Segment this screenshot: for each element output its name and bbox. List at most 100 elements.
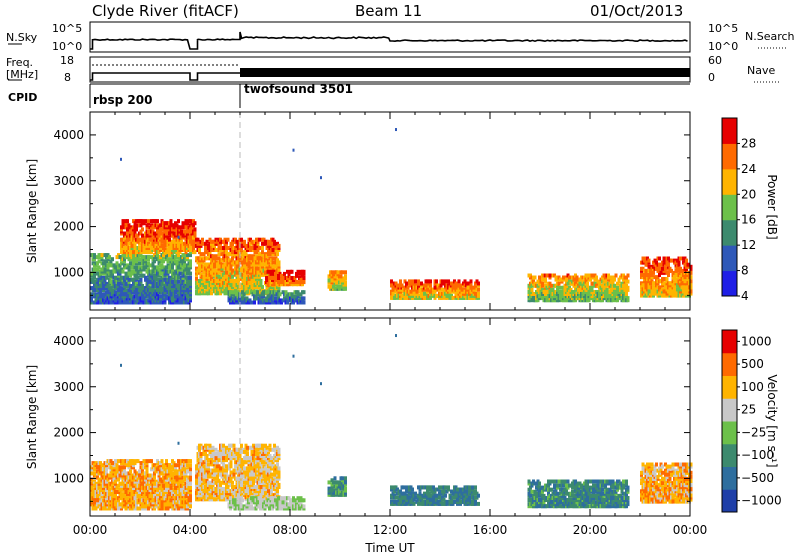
power-cell bbox=[406, 285, 410, 290]
nsky-strip-frame bbox=[89, 21, 691, 53]
power-cell bbox=[557, 298, 561, 303]
power-cell bbox=[429, 283, 432, 288]
power-cell bbox=[264, 252, 267, 257]
velocity-cell bbox=[195, 468, 198, 473]
power-cell bbox=[183, 241, 186, 246]
power-cell bbox=[598, 281, 601, 286]
velocity-cell bbox=[123, 465, 126, 470]
power-cell bbox=[670, 268, 673, 273]
power-cell bbox=[436, 283, 440, 288]
power-cell bbox=[667, 262, 670, 267]
power-cell bbox=[109, 259, 113, 264]
velocity-cell bbox=[111, 481, 114, 486]
power-cell bbox=[120, 250, 123, 255]
power-cell bbox=[557, 281, 561, 286]
power-cell bbox=[156, 265, 159, 270]
power-cell bbox=[147, 267, 150, 272]
power-cell bbox=[299, 292, 303, 297]
power-cell bbox=[266, 280, 270, 285]
power-cell bbox=[589, 277, 592, 282]
power-cell bbox=[644, 273, 648, 277]
power-cell bbox=[145, 263, 149, 268]
power-cell bbox=[286, 269, 289, 274]
power-cell bbox=[477, 291, 480, 296]
power-cell bbox=[124, 271, 128, 276]
power-cell bbox=[532, 279, 535, 284]
velocity-cell bbox=[103, 490, 107, 494]
power-cell bbox=[614, 273, 618, 278]
power-cell bbox=[115, 261, 119, 266]
power-cell bbox=[244, 254, 248, 259]
power-cell bbox=[474, 285, 477, 290]
power-cell bbox=[178, 237, 182, 242]
power-cell bbox=[219, 287, 222, 292]
velocity-cell bbox=[169, 485, 173, 490]
power-cell bbox=[623, 287, 627, 292]
power-cell bbox=[344, 270, 347, 275]
velocity-cell bbox=[90, 477, 93, 482]
power-cell bbox=[99, 273, 102, 278]
power-cell bbox=[177, 275, 180, 280]
nave-block bbox=[240, 68, 690, 77]
velocity-cell bbox=[187, 479, 191, 484]
power-cell bbox=[447, 279, 450, 284]
velocity-cell bbox=[166, 494, 170, 499]
power-cell bbox=[189, 219, 192, 224]
power-cell bbox=[160, 231, 164, 236]
power-cell bbox=[144, 257, 147, 262]
velocity-cell bbox=[147, 506, 150, 511]
power-ytick-label-4: 1000 bbox=[53, 265, 84, 279]
power-cell bbox=[210, 287, 213, 292]
power-cell bbox=[647, 279, 651, 284]
power-cell bbox=[91, 261, 95, 266]
velocity-cell bbox=[117, 459, 120, 464]
power-cell bbox=[93, 286, 96, 291]
power-cell bbox=[276, 241, 279, 246]
velocity-cell bbox=[202, 472, 206, 477]
power-cell bbox=[244, 274, 248, 279]
power-cell bbox=[147, 241, 150, 246]
power-cell bbox=[255, 250, 258, 255]
power-cell bbox=[234, 254, 237, 259]
power-cell bbox=[572, 290, 576, 294]
power-cell bbox=[577, 287, 580, 292]
power-cell bbox=[477, 287, 480, 292]
power-cell bbox=[578, 277, 582, 282]
power-cell bbox=[175, 227, 179, 232]
power-cell bbox=[665, 279, 669, 284]
velocity-cell bbox=[151, 479, 155, 484]
power-cell bbox=[201, 241, 204, 246]
power-cell bbox=[541, 294, 544, 299]
velocity-cell bbox=[199, 452, 203, 456]
power-cell bbox=[650, 275, 654, 280]
velocity-cell bbox=[186, 483, 189, 488]
power-cell bbox=[145, 233, 149, 238]
power-cell bbox=[141, 284, 144, 288]
power-cell bbox=[210, 291, 213, 296]
power-cell bbox=[123, 259, 126, 264]
power-cell bbox=[132, 237, 135, 242]
velocity-cell bbox=[145, 459, 149, 464]
power-cell bbox=[268, 294, 271, 299]
power-cell bbox=[265, 262, 269, 267]
power-cell bbox=[127, 300, 131, 305]
power-cell bbox=[171, 227, 174, 232]
velocity-cell bbox=[129, 469, 132, 474]
power-cell bbox=[616, 285, 619, 290]
power-cell bbox=[244, 266, 248, 271]
power-region-8 bbox=[527, 273, 630, 303]
power-cell bbox=[214, 254, 218, 259]
power-cell bbox=[644, 289, 648, 294]
power-cell bbox=[156, 292, 159, 297]
velocity-cell bbox=[150, 459, 153, 464]
power-cell bbox=[180, 263, 183, 268]
power-cell bbox=[223, 243, 227, 248]
power-cell bbox=[265, 287, 269, 292]
power-cell bbox=[192, 223, 195, 228]
power-ytick-label-2: 3000 bbox=[53, 174, 84, 188]
power-cell bbox=[335, 274, 338, 279]
power-cell bbox=[586, 281, 589, 286]
power-cell bbox=[165, 296, 168, 301]
power-cell bbox=[661, 287, 664, 292]
